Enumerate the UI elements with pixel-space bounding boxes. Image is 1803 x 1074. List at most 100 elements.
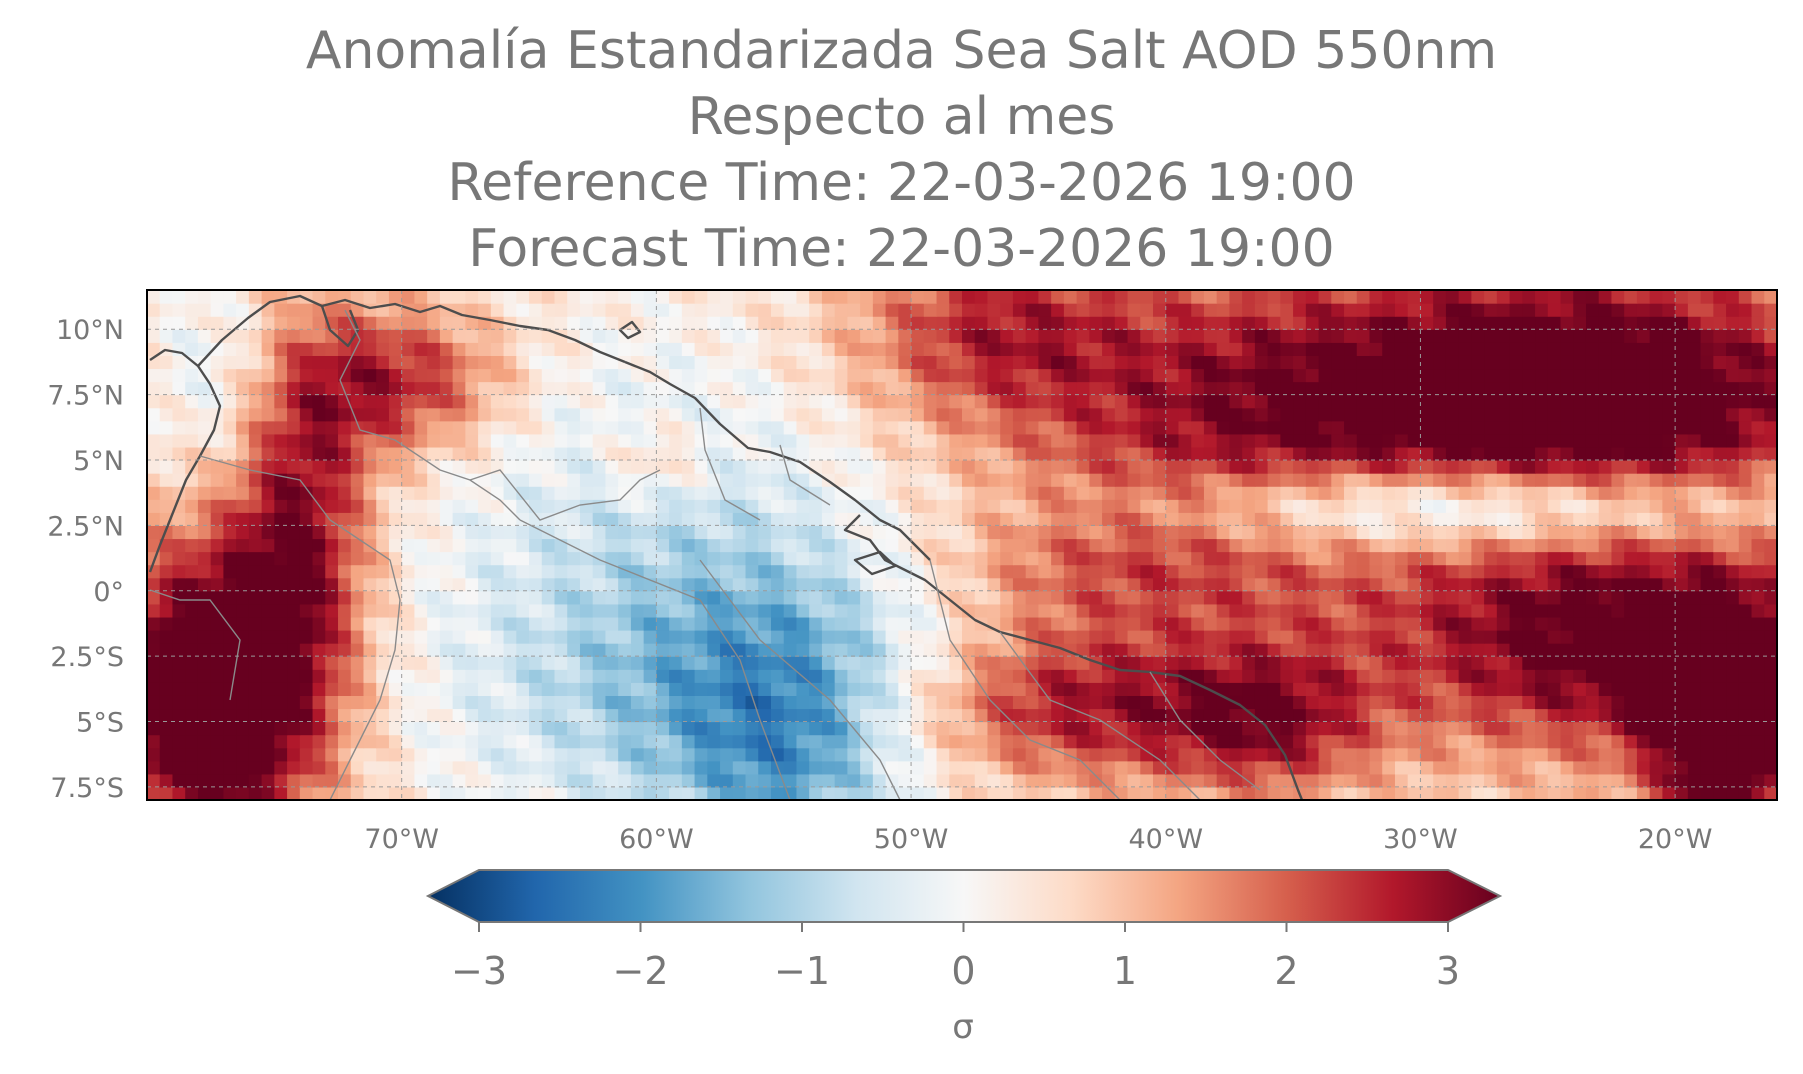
- anomaly-cell: [478, 303, 492, 317]
- anomaly-cell: [1344, 473, 1358, 487]
- anomaly-cell: [1280, 420, 1294, 435]
- anomaly-cell: [223, 446, 237, 461]
- anomaly-cell: [1178, 721, 1192, 736]
- anomaly-cell: [465, 616, 479, 631]
- anomaly-cell: [605, 499, 619, 513]
- anomaly-cell: [439, 368, 454, 383]
- title-line-2: Respecto al mes: [687, 87, 1116, 147]
- anomaly-cell: [248, 630, 263, 644]
- anomaly-cell: [783, 407, 798, 422]
- anomaly-cell: [1114, 381, 1129, 396]
- anomaly-cell: [1331, 355, 1345, 370]
- anomaly-cell: [541, 460, 556, 474]
- anomaly-cell: [707, 381, 721, 396]
- anomaly-cell: [885, 499, 899, 513]
- anomaly-cell: [592, 590, 607, 605]
- anomaly-cell: [1076, 603, 1090, 618]
- anomaly-cell: [1242, 290, 1256, 304]
- anomaly-cell: [1318, 603, 1332, 618]
- anomaly-cell: [541, 721, 556, 736]
- anomaly-cell: [1127, 355, 1141, 370]
- anomaly-cell: [1407, 290, 1422, 304]
- anomaly-cell: [579, 747, 594, 762]
- anomaly-cell: [1203, 303, 1218, 317]
- anomaly-cell: [758, 695, 772, 710]
- anomaly-cell: [516, 643, 530, 657]
- anomaly-cell: [1305, 355, 1320, 370]
- anomaly-cell: [1165, 786, 1180, 800]
- anomaly-cell: [325, 342, 339, 356]
- anomaly-cell: [707, 446, 721, 461]
- anomaly-cell: [401, 616, 416, 631]
- anomaly-cell: [1089, 512, 1103, 526]
- anomaly-cell: [363, 460, 377, 474]
- anomaly-cell: [490, 564, 505, 579]
- anomaly-cell: [1764, 747, 1777, 762]
- anomaly-cell: [1560, 525, 1574, 540]
- anomaly-cell: [1293, 342, 1307, 356]
- anomaly-cell: [1369, 342, 1383, 356]
- anomaly-cell: [1267, 433, 1281, 448]
- anomaly-cell: [223, 473, 237, 487]
- anomaly-cell: [287, 486, 301, 500]
- anomaly-cell: [1764, 564, 1777, 579]
- anomaly-cell: [949, 564, 963, 579]
- anomaly-cell: [1127, 786, 1141, 800]
- anomaly-cell: [745, 329, 759, 343]
- anomaly-cell: [872, 473, 887, 487]
- anomaly-cell: [338, 630, 352, 644]
- anomaly-cell: [1662, 734, 1676, 749]
- anomaly-cell: [707, 708, 721, 723]
- anomaly-cell: [643, 538, 657, 553]
- anomaly-cell: [656, 656, 670, 670]
- anomaly-cell: [1293, 643, 1307, 657]
- anomaly-cell: [172, 538, 186, 553]
- anomaly-cell: [681, 512, 696, 526]
- anomaly-cell: [1153, 708, 1167, 723]
- anomaly-cell: [1102, 564, 1116, 579]
- anomaly-cell: [643, 486, 657, 500]
- anomaly-cell: [1420, 368, 1434, 383]
- anomaly-cell: [503, 499, 517, 513]
- anomaly-cell: [592, 708, 607, 723]
- anomaly-cell: [796, 499, 810, 513]
- anomaly-cell: [223, 290, 237, 304]
- anomaly-cell: [147, 473, 161, 487]
- anomaly-cell: [1165, 486, 1180, 500]
- anomaly-cell: [248, 773, 263, 788]
- anomaly-cell: [197, 433, 212, 448]
- anomaly-cell: [1662, 316, 1676, 330]
- anomaly-cell: [1585, 577, 1600, 592]
- anomaly-cell: [1025, 381, 1039, 396]
- anomaly-cell: [1191, 460, 1205, 474]
- anomaly-cell: [821, 433, 836, 448]
- anomaly-cell: [783, 368, 798, 383]
- anomaly-cell: [1280, 773, 1294, 788]
- anomaly-cell: [630, 525, 645, 540]
- anomaly-cell: [1038, 616, 1052, 631]
- anomaly-cell: [223, 656, 237, 670]
- anomaly-cell: [1662, 460, 1676, 474]
- anomaly-cell: [210, 656, 224, 670]
- anomaly-cell: [401, 355, 416, 370]
- anomaly-cell: [1216, 329, 1231, 343]
- anomaly-cell: [1063, 616, 1078, 631]
- anomaly-cell: [312, 446, 326, 461]
- anomaly-cell: [1165, 682, 1180, 696]
- anomaly-cell: [630, 368, 645, 383]
- anomaly-cell: [236, 682, 250, 696]
- anomaly-cell: [783, 603, 798, 618]
- anomaly-cell: [388, 773, 403, 788]
- anomaly-cell: [567, 499, 581, 513]
- anomaly-cell: [681, 486, 696, 500]
- anomaly-cell: [1280, 499, 1294, 513]
- anomaly-cell: [1178, 420, 1192, 435]
- anomaly-cell: [974, 446, 989, 461]
- anomaly-cell: [1687, 368, 1702, 383]
- anomaly-cell: [1293, 630, 1307, 644]
- anomaly-cell: [949, 512, 963, 526]
- anomaly-cell: [898, 394, 912, 409]
- anomaly-cell: [1102, 446, 1116, 461]
- anomaly-cell: [1522, 290, 1536, 304]
- anomaly-cell: [503, 303, 517, 317]
